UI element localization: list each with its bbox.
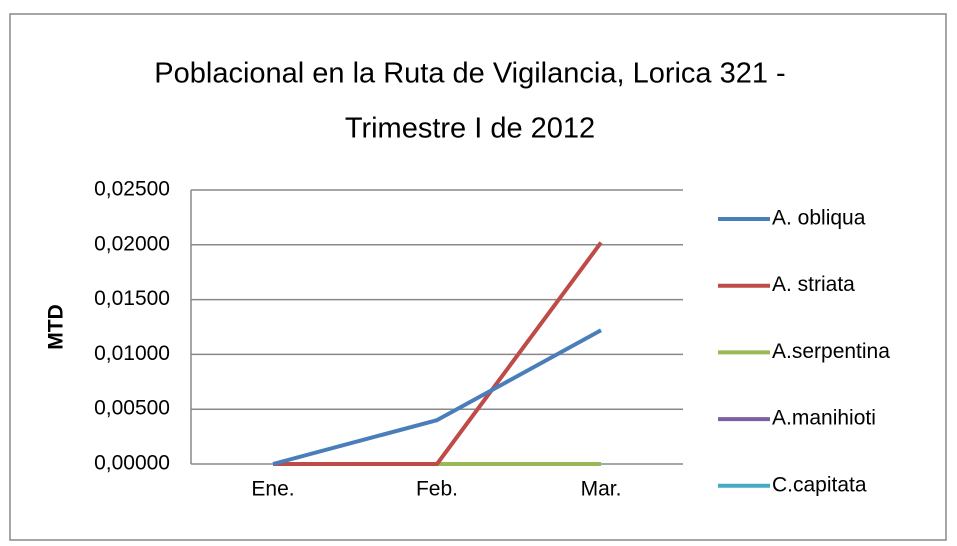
legend-label: A.serpentina (772, 340, 890, 363)
legend-label: A.manihioti (772, 407, 876, 430)
y-tick-label: 0,00500 (94, 397, 170, 420)
series-line (273, 241, 603, 466)
x-tick-label: Feb. (416, 478, 458, 501)
y-tick-label: 0,00000 (94, 452, 170, 475)
chart-title: Poblacional en la Ruta de Vigilancia, Lo… (154, 58, 785, 90)
y-tick-label: 0,02500 (94, 178, 170, 201)
chart-border (9, 13, 947, 541)
chart-title: Trimestre I de 2012 (345, 113, 595, 145)
x-tick-label: Ene. (251, 478, 294, 501)
legend-label: A. striata (772, 273, 855, 296)
series-line (272, 328, 602, 466)
y-tick-label: 0,01000 (94, 342, 170, 365)
legend-label: C.capitata (772, 473, 867, 496)
legend-label: A. obliqua (772, 207, 866, 230)
y-axis-label: MTD (45, 304, 68, 350)
y-tick-label: 0,01500 (94, 287, 170, 310)
y-tick-label: 0,02000 (94, 232, 170, 255)
x-tick-label: Mar. (581, 478, 622, 501)
